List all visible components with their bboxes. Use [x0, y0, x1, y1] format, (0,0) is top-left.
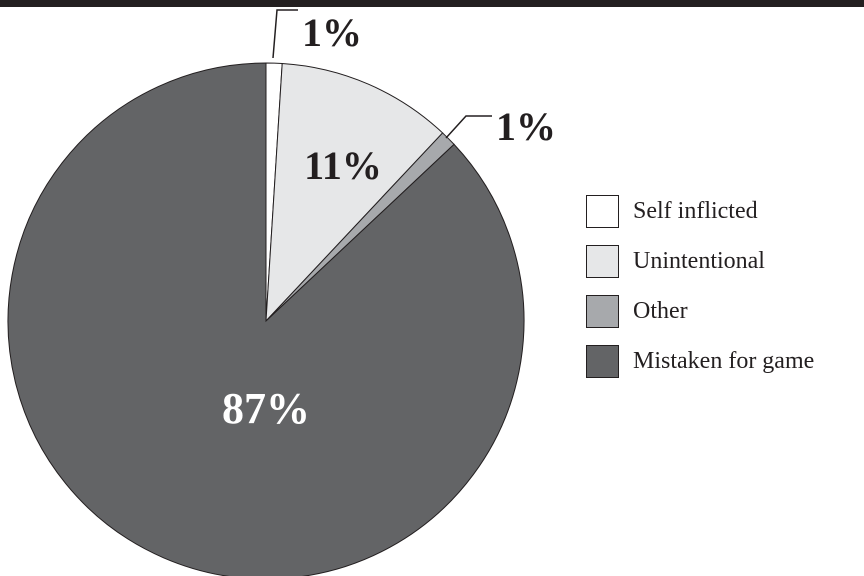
- leader-line-self-inflicted: [272, 9, 298, 59]
- legend-item-unintentional: Unintentional: [586, 236, 814, 286]
- legend-label-self-inflicted: Self inflicted: [633, 197, 758, 224]
- leader-line-other: [445, 115, 492, 139]
- legend-item-self-inflicted: Self inflicted: [586, 186, 814, 236]
- pie-label-self-inflicted: 1%: [302, 10, 362, 55]
- legend-swatch-mistaken-for-game: [586, 344, 619, 378]
- legend-swatch-unintentional: [586, 244, 619, 278]
- top-border-bar: [0, 0, 864, 7]
- pie-label-unintentional: 11%: [304, 143, 382, 188]
- legend-swatch-self-inflicted: [586, 194, 619, 228]
- legend-label-other: Other: [633, 297, 688, 324]
- pie-slice-unintentional: [265, 62, 444, 323]
- legend-label-mistaken-for-game: Mistaken for game: [633, 347, 815, 374]
- pie-label-mistaken-for-game: 87%: [222, 384, 310, 433]
- pie-label-other: 1%: [496, 104, 556, 149]
- legend: Self inflicted Unintentional Other Mista…: [586, 186, 814, 386]
- pie-labels: 1% 11% 1% 87%: [222, 9, 556, 433]
- legend-label-unintentional: Unintentional: [633, 247, 765, 274]
- pie-slice-mistaken-for-game: [7, 62, 525, 576]
- pie-slices: [7, 62, 525, 576]
- legend-item-mistaken-for-game: Mistaken for game: [586, 336, 814, 386]
- legend-item-other: Other: [586, 286, 814, 336]
- legend-swatch-other: [586, 294, 619, 328]
